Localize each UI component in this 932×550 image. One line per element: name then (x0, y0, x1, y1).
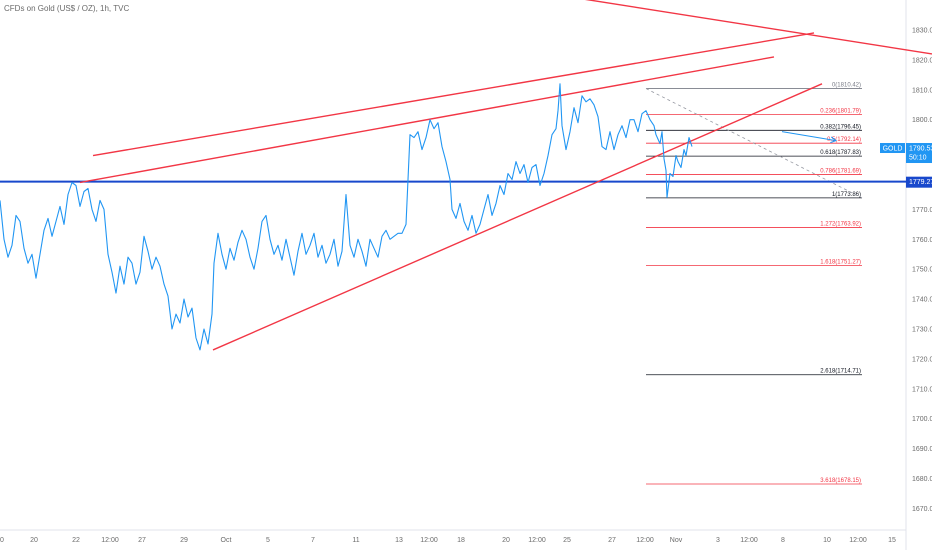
x-tick-label: 29 (180, 537, 188, 544)
x-tick-label: 7 (311, 537, 315, 544)
symbol-tag-label: GOLD (883, 146, 903, 153)
trend-line (212, 83, 823, 351)
symbol-tag (880, 143, 905, 154)
fib-level-label: 2.618(1714.71) (820, 369, 861, 375)
y-tick-label: 1670.00 (912, 506, 932, 513)
x-tick-label: 00 (0, 537, 4, 544)
gold-price-tag-text: 1790.53 (909, 146, 932, 153)
chart-title: CFDs on Gold (US$ / OZ), 1h, TVC (4, 4, 130, 13)
y-tick-label: 1770.00 (912, 207, 932, 214)
fib-level-label: 1.618(1751.27) (820, 259, 861, 265)
y-tick-label: 1820.00 (912, 57, 932, 64)
hline-price-tag-text: 1779.27 (909, 179, 932, 186)
x-tick-label: Oct (221, 537, 232, 544)
x-tick-label: Nov (670, 537, 683, 544)
x-tick-label: 22 (72, 537, 80, 544)
x-tick-label: 25 (563, 537, 571, 544)
fib-trend-dashed-line (645, 88, 863, 199)
x-tick-label: 12:00 (420, 537, 438, 544)
fib-level-label: 0.382(1796.45) (820, 124, 861, 130)
x-tick-label: 12:00 (740, 537, 758, 544)
y-tick-label: 1690.00 (912, 446, 932, 453)
x-tick-label: 3 (716, 537, 720, 544)
x-tick-label: 20 (30, 537, 38, 544)
x-tick-label: 5 (266, 537, 270, 544)
fib-level-label: 0.5(1792.14) (827, 137, 861, 143)
x-tick-label: 27 (138, 537, 146, 544)
y-tick-label: 1710.00 (912, 386, 932, 393)
projection-arrow (781, 131, 837, 142)
fib-level-label: 1.272(1763.92) (820, 222, 861, 228)
hline-price-tag (906, 176, 932, 188)
y-tick-label: 1680.00 (912, 476, 932, 483)
y-tick-label: 1750.00 (912, 267, 932, 274)
fib-level-label: 1(1773.86) (832, 192, 861, 198)
x-tick-label: 12:00 (528, 537, 546, 544)
y-tick-label: 1800.00 (912, 117, 932, 124)
fib-level-label: 0(1810.42) (832, 83, 861, 89)
x-tick-label: 8 (781, 537, 785, 544)
x-tick-label: 27 (608, 537, 616, 544)
y-tick-label: 1720.00 (912, 356, 932, 363)
gold-price-tag (906, 143, 932, 164)
arrow-head (830, 136, 838, 144)
x-tick-label: 12:00 (849, 537, 867, 544)
trend-line (92, 32, 815, 157)
x-tick-label: 13 (395, 537, 403, 544)
y-tick-label: 1810.00 (912, 87, 932, 94)
x-tick-label: 10 (823, 537, 831, 544)
x-tick-label: 18 (457, 537, 465, 544)
fib-level-label: 0.618(1787.83) (820, 150, 861, 156)
x-tick-label: 12:00 (101, 537, 119, 544)
y-tick-label: 1740.00 (912, 297, 932, 304)
x-tick-label: 20 (502, 537, 510, 544)
y-tick-label: 1830.00 (912, 28, 932, 35)
y-tick-label: 1700.00 (912, 416, 932, 423)
price-series-line (0, 83, 693, 351)
x-tick-label: 11 (352, 537, 359, 544)
x-tick-label: 15 (888, 537, 896, 544)
trend-line (79, 56, 775, 184)
gold-price-tag-text: 50:10 (909, 155, 927, 162)
x-tick-label: 12:00 (636, 537, 654, 544)
y-tick-label: 1730.00 (912, 327, 932, 334)
fib-level-label: 0.786(1781.69) (820, 168, 861, 174)
y-tick-label: 1760.00 (912, 237, 932, 244)
fib-level-label: 3.618(1678.15) (820, 478, 861, 484)
fib-level-label: 0.236(1801.79) (820, 108, 861, 114)
trend-line (584, 0, 932, 55)
